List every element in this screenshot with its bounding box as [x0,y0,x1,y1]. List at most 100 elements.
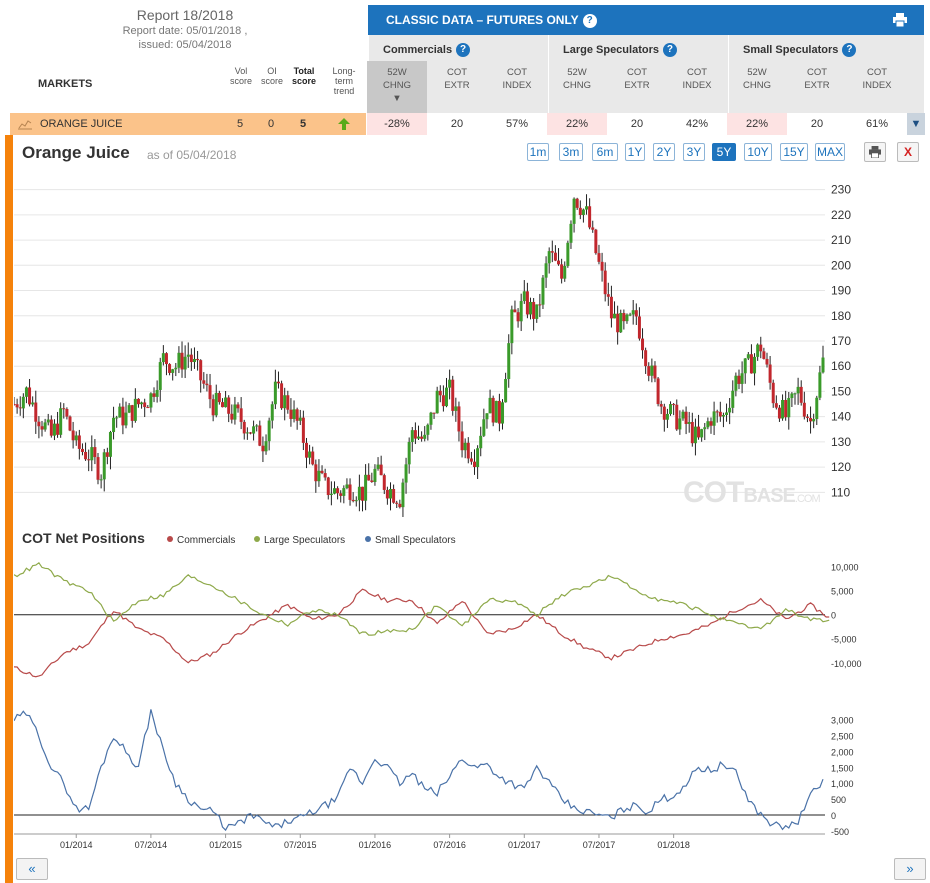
large-cot-extr-header[interactable]: COT EXTR [624,67,650,91]
printer-icon[interactable] [892,13,908,27]
candle [420,436,424,439]
candle [423,434,427,439]
candle [815,397,819,419]
candle [31,402,35,405]
candle [115,417,119,419]
candle [174,367,178,370]
candle [211,399,215,416]
candle [236,404,240,409]
candle [693,426,697,444]
candle [712,411,716,426]
candle [164,353,168,365]
cot-net-chart: 10,000 5,000 0 -5,000 -10,000 3,000 2,500 2,000… [14,561,862,850]
range-6m-button[interactable]: 6m [592,143,618,161]
y-tick-label: 210 [831,233,851,247]
small-cot-index-header[interactable]: COT INDEX [862,67,892,91]
small-52w-chng-header[interactable]: 52W CHNG [743,67,771,91]
report-number: Report 18/2018 [136,7,234,23]
candle [522,291,526,302]
candle [557,260,561,265]
large-cot-index-header[interactable]: COT INDEX [682,67,712,91]
y-tick-label: 140 [831,410,851,424]
long-term-trend-header[interactable]: Long-term trend [332,66,356,96]
issued-date: issued: 05/04/2018 [138,39,232,51]
candle [740,373,744,384]
large-speculators-group: Large Speculators? [548,35,728,113]
candle [65,409,69,417]
candle [466,442,470,459]
range-1y-button[interactable]: 1Y [625,143,645,161]
candle [314,464,318,482]
help-icon[interactable]: ? [582,14,597,28]
candle [550,251,554,253]
candle [426,424,430,435]
range-5y-button[interactable]: 5Y [712,143,736,161]
candle [155,389,159,397]
candle [364,474,368,501]
candle [196,358,200,361]
range-2y-button[interactable]: 2Y [653,143,675,161]
help-icon[interactable]: ? [456,43,471,57]
candle [180,352,184,370]
range-max-button[interactable]: MAX [815,143,845,161]
candle [37,421,41,427]
print-chart-icon[interactable] [864,142,886,162]
range-10y-button[interactable]: 10Y [744,143,772,161]
candle [345,484,349,489]
y-tick-label: 1,000 [831,779,854,789]
range-15y-button[interactable]: 15Y [780,143,808,161]
small-cot-extr-header[interactable]: COT EXTR [804,67,830,91]
large-52w-chng-header[interactable]: 52W CHNG [563,67,591,91]
candle [21,396,25,409]
candle [292,409,296,419]
candle [541,277,545,305]
y-tick-label: 160 [831,359,851,373]
help-icon[interactable]: ? [842,43,857,57]
range-3m-button[interactable]: 3m [559,143,583,161]
total-score-header[interactable]: Total score [291,66,317,86]
candle [398,503,402,508]
y-tick-label: 120 [831,460,851,474]
candle [202,380,206,384]
range-1m-button[interactable]: 1m [527,143,549,161]
range-3y-button[interactable]: 3Y [683,143,705,161]
help-icon[interactable]: ? [662,43,677,57]
vol-score-header[interactable]: Vol score [229,66,252,86]
table-row[interactable]: ORANGE JUICE 5 0 5 -28% 20 57% 22% 20 42… [10,113,928,135]
candle [585,206,589,210]
x-tick-label: 07/2016 [433,840,466,850]
trend-up-arrow-icon [338,118,350,130]
candle [298,417,302,421]
candle [563,265,567,279]
comm-cot-extr-header[interactable]: COT EXTR [444,67,470,91]
candle [510,309,514,344]
candle [491,397,495,423]
scroll-left-button[interactable]: « [16,858,48,880]
expand-row-icon[interactable]: ▼ [907,113,925,135]
comm-cot-index-header[interactable]: COT INDEX [502,67,532,91]
scroll-right-button[interactable]: » [894,858,926,880]
candle [367,474,371,481]
candle [46,419,50,423]
x-tick-label: 01/2014 [60,840,93,850]
legend-small-speculators[interactable]: Small Speculators [365,535,456,546]
small-52w-chng: 22% [727,113,787,135]
candle [311,451,315,465]
oi-score-header[interactable]: OI score [260,66,283,86]
close-chart-button[interactable]: X [897,142,919,162]
comm-52w-chng-header[interactable]: 52W CHNG ▼ [367,61,427,113]
candle [600,261,604,271]
candle [457,406,461,432]
y-tick-label: 180 [831,309,851,323]
y-tick-label: 220 [831,208,851,222]
candle [572,198,576,224]
as-of-date: as of 05/04/2018 [147,148,237,162]
candle [597,253,601,262]
legend-large-speculators[interactable]: Large Speculators [254,535,345,546]
market-name[interactable]: ORANGE JUICE [40,118,123,130]
legend-commercials[interactable]: Commercials [167,535,235,546]
candle [276,381,280,384]
candle [351,499,355,502]
candle [575,198,579,208]
candle [476,448,480,468]
